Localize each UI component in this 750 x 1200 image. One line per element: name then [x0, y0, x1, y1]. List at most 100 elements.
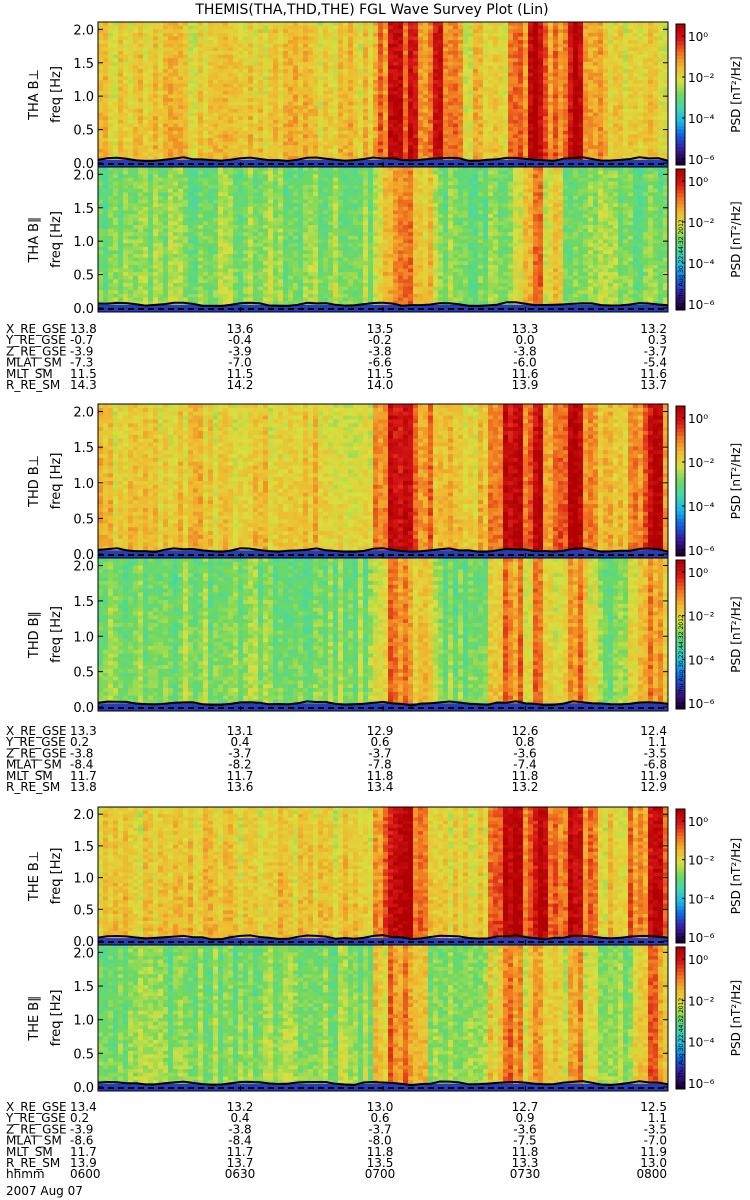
spectrogram-cell — [388, 43, 394, 48]
spectrogram-cell — [318, 112, 324, 117]
spectrogram-cell — [243, 29, 249, 34]
spectrogram-cell — [103, 138, 109, 143]
spectrogram-cell — [258, 36, 264, 41]
spectrogram-cell — [228, 80, 234, 85]
spectrogram-cell — [498, 36, 504, 41]
spectrogram-cell — [583, 127, 589, 132]
spectrogram-cell — [128, 94, 134, 99]
spectrogram-cell — [433, 69, 439, 74]
spectrogram-cell — [628, 105, 634, 110]
spectrogram-cell — [403, 127, 409, 132]
spectrogram-cell — [493, 112, 499, 117]
spectrogram-cell — [208, 156, 214, 161]
spectrogram-cell — [233, 163, 239, 168]
spectrogram-cell — [403, 94, 409, 99]
spectrogram-cell — [658, 54, 664, 59]
spectrogram-cell — [208, 98, 214, 103]
spectrogram-cell — [128, 69, 134, 74]
spectrogram-cell — [188, 145, 194, 150]
spectrogram-cell — [148, 76, 154, 81]
spectrogram-cell — [573, 43, 579, 48]
spectrogram-cell — [383, 112, 389, 117]
spectrogram-cell — [478, 72, 484, 77]
spectrogram-cell — [193, 116, 199, 121]
spectrogram-cell — [508, 94, 514, 99]
spectrogram-cell — [333, 83, 339, 88]
spectrogram-cell — [188, 54, 194, 59]
spectrogram-cell — [413, 54, 419, 59]
spectrogram-cell — [193, 80, 199, 85]
spectrogram-cell — [333, 109, 339, 114]
spectrogram-cell — [478, 29, 484, 34]
spectrogram-cell — [538, 83, 544, 88]
spectrogram-cell — [378, 83, 384, 88]
spectrogram-cell — [118, 112, 124, 117]
spectrogram-cell — [413, 130, 419, 135]
spectrogram-cell — [403, 119, 409, 124]
spectrogram-cell — [473, 94, 479, 99]
spectrogram-cell — [133, 58, 139, 63]
spectrogram-cell — [638, 101, 644, 106]
spectrogram-cell — [173, 69, 179, 74]
spectrogram-cell — [213, 83, 219, 88]
spectrogram-cell — [453, 47, 459, 52]
spectrogram-cell — [263, 98, 269, 103]
spectrogram-cell — [518, 138, 524, 143]
spectrogram-cell — [103, 232, 109, 237]
spectrogram-cell — [133, 250, 139, 255]
spectrogram-cell — [208, 134, 214, 139]
spectrogram-cell — [308, 36, 314, 41]
spectrogram-cell — [513, 22, 519, 27]
spectrogram-cell — [163, 112, 169, 117]
spectrogram-cell — [553, 90, 559, 95]
spectrogram-cell — [103, 275, 109, 280]
spectrogram-cell — [568, 51, 574, 56]
spectrogram-cell — [283, 83, 289, 88]
spectrogram-cell — [458, 109, 464, 114]
spectrogram-cell — [203, 130, 209, 135]
spectrogram-cell — [343, 112, 349, 117]
spectrogram-cell — [523, 40, 529, 45]
spectrogram-cell — [358, 40, 364, 45]
spectrogram-cell — [283, 119, 289, 124]
spectrogram-cell — [98, 138, 104, 143]
spectrogram-cell — [103, 308, 109, 313]
spectrogram-cell — [273, 130, 279, 135]
spectrogram-cell — [158, 116, 164, 121]
spectrogram-cell — [548, 123, 554, 128]
spectrogram-cell — [423, 127, 429, 132]
spectrogram-cell — [393, 152, 399, 157]
spectrogram-cell — [133, 65, 139, 70]
spectrogram-cell — [453, 101, 459, 106]
spectrogram-cell — [543, 134, 549, 139]
spectrogram-cell — [138, 275, 144, 280]
spectrogram-cell — [548, 47, 554, 52]
spectrogram-cell — [548, 58, 554, 63]
spectrogram-cell — [613, 90, 619, 95]
spectrogram-cell — [573, 65, 579, 70]
spectrogram-cell — [663, 80, 669, 85]
spectrogram-cell — [283, 138, 289, 143]
spectrogram-cell — [213, 148, 219, 153]
spectrogram-cell — [648, 94, 654, 99]
spectrogram-cell — [618, 101, 624, 106]
spectrogram-cell — [463, 72, 469, 77]
spectrogram-cell — [503, 163, 509, 168]
spectrogram-cell — [153, 47, 159, 52]
spectrogram-cell — [318, 105, 324, 110]
spectrogram-cell — [603, 36, 609, 41]
spectrogram-cell — [263, 58, 269, 63]
colorbar-segment — [676, 101, 685, 106]
spectrogram-cell — [443, 51, 449, 56]
spectrogram-cell — [173, 29, 179, 34]
spectrogram-cell — [308, 145, 314, 150]
spectrogram-cell — [128, 185, 134, 190]
spectrogram-cell — [118, 264, 124, 269]
spectrogram-cell — [228, 145, 234, 150]
spectrogram-cell — [508, 83, 514, 88]
spectrogram-cell — [333, 94, 339, 99]
spectrogram-cell — [388, 123, 394, 128]
spectrogram-cell — [368, 72, 374, 77]
spectrogram-cell — [98, 228, 104, 233]
spectrogram-cell — [578, 141, 584, 146]
